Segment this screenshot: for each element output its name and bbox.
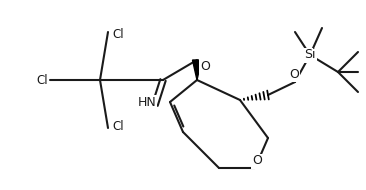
Text: Cl: Cl xyxy=(112,120,124,132)
Polygon shape xyxy=(193,60,202,80)
Text: HN: HN xyxy=(138,96,156,108)
Text: Cl: Cl xyxy=(112,28,124,40)
Text: O: O xyxy=(200,59,210,73)
Text: O: O xyxy=(252,154,262,168)
Text: Cl: Cl xyxy=(36,74,48,86)
Text: Si: Si xyxy=(304,48,316,62)
Text: O: O xyxy=(289,67,299,81)
